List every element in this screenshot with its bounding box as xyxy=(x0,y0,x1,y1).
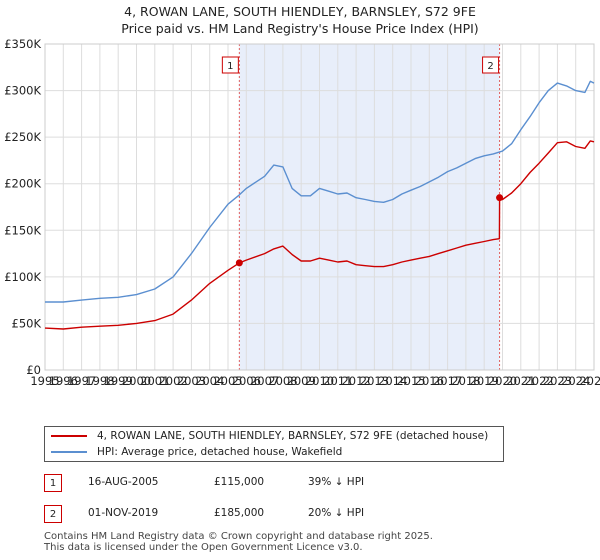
y-tick-label: £150K xyxy=(4,223,41,237)
legend: 4, ROWAN LANE, SOUTH HIENDLEY, BARNSLEY,… xyxy=(44,426,504,462)
x-tick-label: 2012 xyxy=(341,374,370,388)
sale-point xyxy=(496,194,504,202)
footer-licence: This data is licensed under the Open Gov… xyxy=(44,542,363,553)
x-tick-label: 2007 xyxy=(250,374,279,388)
x-tick-label: 2002 xyxy=(158,374,187,388)
x-tick-label: 1999 xyxy=(104,374,133,388)
sale-label-box xyxy=(221,56,239,74)
legend-swatch-property xyxy=(51,435,87,437)
chart-title: 4, ROWAN LANE, SOUTH HIENDLEY, BARNSLEY,… xyxy=(124,4,476,19)
x-tick-label: 2011 xyxy=(323,374,352,388)
legend-label-property: 4, ROWAN LANE, SOUTH HIENDLEY, BARNSLEY,… xyxy=(97,430,489,442)
x-tick-label: 1997 xyxy=(67,374,96,388)
series-line-property xyxy=(44,140,595,330)
legend-swatch-hpi xyxy=(51,451,87,453)
plot-area xyxy=(44,43,595,371)
x-tick-label: 2014 xyxy=(378,374,407,388)
sale-point xyxy=(235,259,243,267)
transaction-price: £115,000 xyxy=(214,476,265,488)
y-tick-label: £100K xyxy=(4,270,41,284)
series-line-hpi xyxy=(45,80,595,303)
x-tick-label: 2024 xyxy=(561,374,590,388)
x-tick-label: 2023 xyxy=(543,374,572,388)
footer: Contains HM Land Registry data © Crown c… xyxy=(44,531,433,553)
chart-subtitle: Price paid vs. HM Land Registry's House … xyxy=(121,21,479,36)
x-tick-label: 2022 xyxy=(524,374,553,388)
transaction-date: 01-NOV-2019 xyxy=(88,507,159,519)
y-tick-label: £250K xyxy=(4,130,41,144)
sale-label-text: 2 xyxy=(487,61,493,72)
x-tick-label: 2019 xyxy=(470,374,499,388)
sale-label-text: 1 xyxy=(227,61,233,72)
x-tick-label: 2018 xyxy=(451,374,480,388)
legend-label-hpi: HPI: Average price, detached house, Wake… xyxy=(97,446,343,458)
x-tick-label: 2010 xyxy=(305,374,334,388)
x-tick-label: 1995 xyxy=(30,374,59,388)
price-chart: 1 2 £0 £50K £100K £150K £200K £250K £300K £350K 19… xyxy=(4,37,600,388)
x-tick-label: 2017 xyxy=(433,374,462,388)
x-tick-label: 2015 xyxy=(396,374,425,388)
x-tick-label: 2003 xyxy=(177,374,206,388)
x-tick-label: 2004 xyxy=(195,374,224,388)
x-tick-label: 2013 xyxy=(360,374,389,388)
transaction-hpi: 20% ↓ HPI xyxy=(308,507,365,519)
transaction-hpi: 39% ↓ HPI xyxy=(308,476,365,488)
x-tick-label: 2021 xyxy=(506,374,535,388)
transaction-date: 16-AUG-2005 xyxy=(88,476,159,488)
transaction-price: £185,000 xyxy=(214,507,265,519)
y-tick-label: £50K xyxy=(12,316,42,330)
x-tick-label: 2001 xyxy=(140,374,169,388)
x-tick-label: 2006 xyxy=(232,374,261,388)
x-tick-label: 1996 xyxy=(49,374,78,388)
legend-item-property: 4, ROWAN LANE, SOUTH HIENDLEY, BARNSLEY,… xyxy=(51,428,488,444)
x-tick-label: 2020 xyxy=(488,374,517,388)
transaction-marker-2: 2 xyxy=(44,505,62,523)
x-tick-label: 2005 xyxy=(213,374,242,388)
sale-label-box xyxy=(482,56,500,74)
y-tick-label: £0 xyxy=(26,363,41,377)
y-tick-label: £350K xyxy=(4,37,41,51)
x-tick-label: 2000 xyxy=(122,374,151,388)
x-tick-label: 2016 xyxy=(415,374,444,388)
transaction-marker-1: 1 xyxy=(44,474,62,492)
x-tick-label: 2009 xyxy=(287,374,316,388)
x-tick-label: 2008 xyxy=(268,374,297,388)
legend-item-hpi: HPI: Average price, detached house, Wake… xyxy=(51,444,342,460)
y-tick-label: £300K xyxy=(4,84,41,98)
ownership-period-shade xyxy=(239,44,500,370)
y-tick-label: £200K xyxy=(4,177,41,191)
x-tick-label: 1998 xyxy=(85,374,114,388)
x-tick-label: 2025 xyxy=(579,374,600,388)
footer-copyright: Contains HM Land Registry data © Crown c… xyxy=(44,531,433,542)
